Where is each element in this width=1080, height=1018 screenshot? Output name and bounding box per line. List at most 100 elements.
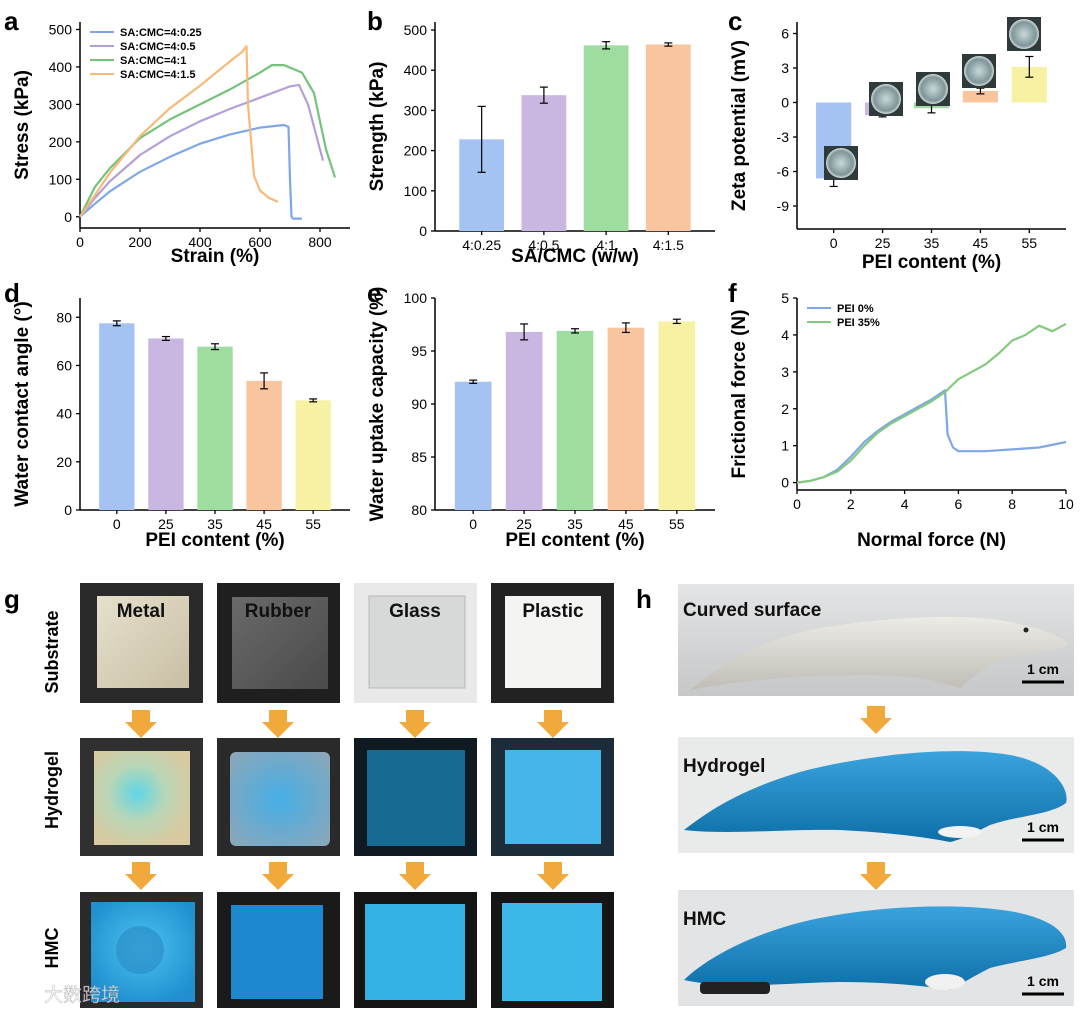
bar-4:1.5	[645, 44, 691, 231]
x-tick-label: 10	[1058, 496, 1074, 512]
x-tick-label: 0	[830, 235, 838, 251]
x-tick-label: 35	[207, 516, 223, 532]
x-tick-label: 600	[248, 234, 272, 250]
panel-letter-d: d	[4, 278, 20, 308]
x-tick-label: 35	[567, 516, 583, 532]
x-tick-label: 55	[669, 516, 685, 532]
bar-45	[607, 327, 645, 510]
photo-hmc-rubber	[217, 892, 340, 1008]
label-metal: Metal	[117, 601, 166, 622]
photo-substrate-metal	[80, 583, 203, 703]
photo-curved-surface: Curved surface 1 cm	[678, 584, 1074, 696]
x-tick-label: 4:0.25	[462, 237, 501, 253]
panel-letter-e: e	[367, 278, 381, 308]
down-arrow-icon	[262, 710, 294, 738]
panel-letter-h: h	[636, 584, 652, 614]
y-axis-title: Water contact angle (°)	[12, 301, 33, 506]
photo-hydrogel-metal	[80, 738, 203, 856]
y-tick-label: 3	[781, 60, 789, 76]
photo-substrate-plastic	[491, 583, 614, 703]
down-arrow-icon	[537, 710, 569, 738]
x-axis-title: SA/CMC (w/w)	[511, 246, 639, 267]
photo-hmc-plastic	[491, 892, 614, 1008]
chart-frictional-force: 0 1 2 3 4 5 Normal force (N) Frictional force (…	[729, 290, 1074, 551]
legend-label: PEI 35%	[837, 317, 880, 329]
scale-bar-1: 1 cm	[1027, 661, 1059, 677]
y-tick-label: 0	[781, 475, 789, 491]
petri-dish-0	[824, 146, 858, 180]
petri-dish-45	[962, 54, 996, 88]
photo-substrate-glass	[354, 583, 477, 703]
chart-stress-strain: 0 100 200 300 400 500 Strain (%) Stress (kPa) 0 2…	[12, 21, 350, 267]
y-tick-label: 0	[419, 223, 427, 239]
y-tick-label: 3	[781, 364, 789, 380]
down-arrow-icon	[125, 710, 157, 738]
down-arrow-icon	[537, 862, 569, 890]
x-axis-title: Normal force (N)	[857, 530, 1006, 551]
bar-35	[556, 330, 594, 510]
y-tick-label: 100	[404, 290, 428, 306]
photo-substrate-rubber	[217, 583, 340, 703]
chart-water-uptake: 80 85 90 95 100 PEI content (%) Water uptake c…	[367, 287, 715, 551]
x-tick-label: 25	[875, 235, 891, 251]
x-tick-label: 4	[901, 496, 909, 512]
legend-label: SA:CMC=4:0.5	[120, 41, 196, 53]
label-glass: Glass	[389, 601, 441, 622]
panel-letter-b: b	[367, 6, 383, 36]
x-tick-label: 4:1	[596, 237, 616, 253]
y-tick-label: 200	[404, 143, 428, 159]
x-axis-title: PEI content (%)	[505, 530, 644, 551]
y-axis-title: Stress (kPa)	[12, 70, 33, 180]
y-tick-label: -9	[777, 198, 790, 214]
bar-55	[658, 321, 696, 510]
scale-bar-2: 1 cm	[1027, 819, 1059, 835]
petri-dish-55	[1007, 17, 1041, 51]
row-label-hydrogel: Hydrogel	[42, 751, 62, 829]
scale-bar-3: 1 cm	[1027, 973, 1059, 989]
series-line-0	[79, 123, 302, 220]
bar-0	[454, 381, 492, 510]
bar-25	[148, 338, 184, 510]
watermark: 大数跨境	[10, 984, 120, 1006]
series-line-0	[796, 389, 1067, 484]
x-axis-title: PEI content (%)	[145, 530, 284, 551]
x-tick-label: 55	[1022, 235, 1038, 251]
x-tick-label: 800	[308, 234, 332, 250]
y-tick-label: 100	[404, 183, 428, 199]
legend-label: SA:CMC=4:0.25	[120, 27, 202, 39]
y-tick-label: 1	[781, 438, 789, 454]
panel-letter-c: c	[728, 6, 742, 36]
x-tick-label: 400	[188, 234, 212, 250]
label-rubber: Rubber	[245, 601, 312, 622]
series-line-1	[79, 83, 325, 218]
y-tick-label: 80	[411, 502, 427, 518]
x-tick-label: 25	[158, 516, 174, 532]
legend-label: SA:CMC=4:1	[120, 55, 186, 67]
y-axis-title: Zeta potential (mV)	[729, 40, 750, 211]
photo-hmc-metal	[80, 892, 203, 1008]
row-label-hmc: HMC	[42, 928, 62, 969]
y-tick-label: 400	[49, 59, 73, 75]
legend-label: SA:CMC=4:1.5	[120, 69, 196, 81]
x-tick-label: 0	[76, 234, 84, 250]
petri-dish-35	[916, 72, 950, 106]
down-arrow-icon	[860, 706, 892, 734]
watermark-text: 大数跨境	[44, 984, 120, 1006]
down-arrow-icon	[262, 862, 294, 890]
photo-hydrogel-whale: Hydrogel 1 cm	[678, 737, 1074, 853]
label-hmc-whale: HMC	[683, 909, 727, 930]
y-tick-label: 300	[404, 102, 428, 118]
x-tick-label: 6	[955, 496, 963, 512]
y-axis-title: Frictional force (N)	[729, 310, 750, 479]
x-tick-label: 8	[1008, 496, 1016, 512]
y-tick-label: 500	[49, 21, 73, 37]
y-tick-label: 100	[49, 171, 73, 187]
x-tick-label: 0	[113, 516, 121, 532]
panel-h-whale-photos: Curved surface 1 cm Hydrogel 1 cm HMC 1 …	[678, 584, 1074, 1006]
y-tick-label: 400	[404, 62, 428, 78]
row-label-substrate: Substrate	[42, 610, 62, 693]
panel-letter-g: g	[4, 584, 20, 614]
series-line-2	[79, 63, 337, 218]
bar-35	[197, 346, 233, 510]
y-tick-label: 500	[404, 22, 428, 38]
